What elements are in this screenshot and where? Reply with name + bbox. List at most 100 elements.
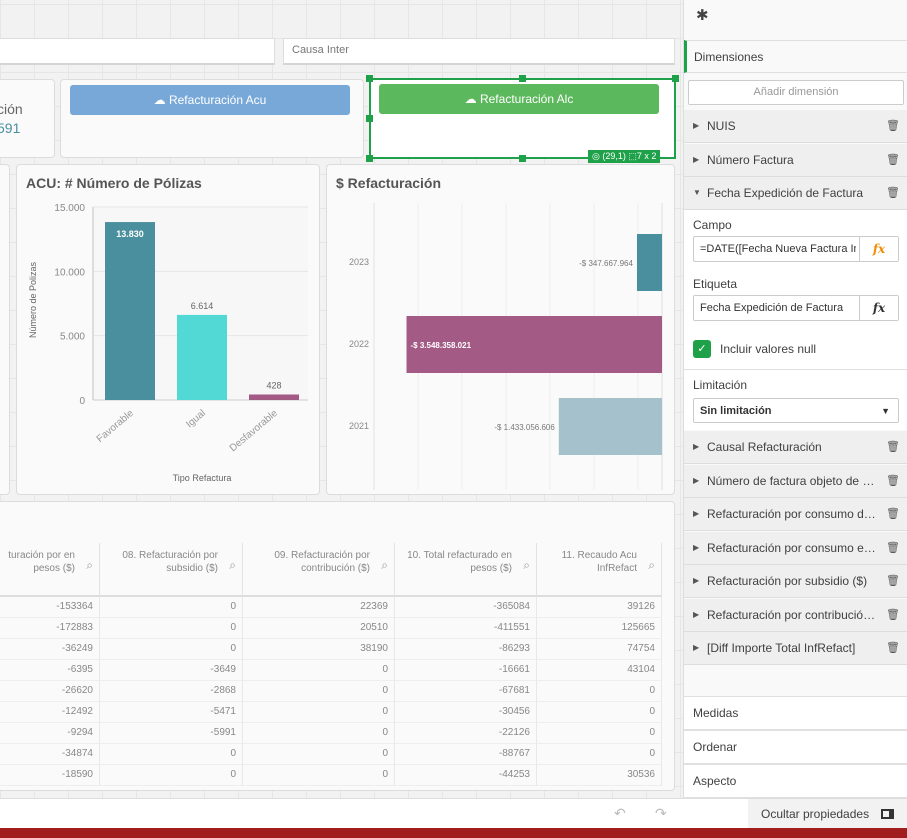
trash-icon[interactable]: 🗑 (886, 153, 900, 166)
table-cell[interactable]: 0 (100, 765, 243, 786)
dimension-item[interactable]: ▶ NUIS 🗑 (684, 110, 907, 143)
section-aspecto[interactable]: Aspecto (684, 764, 907, 798)
expression-button[interactable]: fx (859, 296, 898, 320)
resize-handle[interactable] (366, 115, 373, 122)
dimension-item[interactable]: ▶ Refacturación por subsidio ($) 🗑 (684, 565, 907, 598)
column-header[interactable]: 09. Refacturación por contribución ($) ⌕ (243, 543, 395, 597)
table-cell[interactable]: -36249 (0, 639, 100, 660)
dimension-item[interactable]: ▶ Causal Refacturación 🗑 (684, 431, 907, 464)
table-cell[interactable]: 74754 (537, 639, 662, 660)
table-cell[interactable]: -3649 (100, 660, 243, 681)
puzzle-icon[interactable]: ✱ (696, 7, 709, 24)
table-cell[interactable]: 0 (100, 618, 243, 639)
trash-icon[interactable]: 🗑 (886, 508, 900, 520)
trash-icon[interactable]: 🗑 (886, 575, 900, 587)
dimension-item[interactable]: ▶ Número de factura objeto de r… 🗑 (684, 464, 907, 498)
table-cell[interactable]: -34874 (0, 744, 100, 765)
search-icon[interactable]: ⌕ (229, 558, 236, 572)
dimension-item[interactable]: ▶ Refacturación por consumo e… 🗑 (684, 531, 907, 565)
dimension-item[interactable]: ▼ Fecha Expedición de Factura 🗑 (684, 177, 907, 210)
expression-button[interactable]: fx (859, 237, 898, 261)
table-cell[interactable]: -5991 (100, 723, 243, 744)
table-cell[interactable]: -2868 (100, 681, 243, 702)
column-header[interactable]: 10. Total refacturado en pesos ($) ⌕ (395, 543, 537, 597)
table-cell[interactable]: 38190 (243, 639, 395, 660)
section-dimensiones[interactable]: Dimensiones (684, 40, 907, 73)
trash-icon[interactable]: 🗑 (886, 441, 900, 453)
add-dimension-button[interactable]: Añadir dimensión (688, 80, 904, 105)
filter-box-left[interactable] (0, 38, 275, 65)
hide-properties-button[interactable]: Ocultar propiedades (748, 799, 907, 829)
dimension-item[interactable]: ▶ Número Factura 🗑 (684, 143, 907, 177)
button-card-alc[interactable]: ☁ Refacturación Alc (369, 78, 675, 159)
column-header[interactable]: 08. Refacturación por subsidio ($) ⌕ (100, 543, 243, 597)
table-cell[interactable]: 0 (243, 702, 395, 723)
table-cell[interactable]: 0 (243, 681, 395, 702)
table-cell[interactable]: -44253 (395, 765, 537, 786)
table-cell[interactable]: 0 (243, 744, 395, 765)
table-cell[interactable]: 0 (537, 744, 662, 765)
table-cell[interactable]: 0 (537, 702, 662, 723)
trash-icon[interactable]: 🗑 (886, 541, 900, 554)
resize-handle[interactable] (519, 75, 526, 82)
table-cell[interactable]: -6395 (0, 660, 100, 681)
table-cell[interactable]: 43104 (537, 660, 662, 681)
kpi-card[interactable]: ción 591 (0, 79, 55, 158)
dimension-item[interactable]: ▶ Refacturación por consumo d… 🗑 (684, 498, 907, 531)
table-cell[interactable]: -86293 (395, 639, 537, 660)
resize-handle[interactable] (366, 75, 373, 82)
redo-icon[interactable]: ↷ (655, 805, 667, 821)
table-cell[interactable]: -30456 (395, 702, 537, 723)
refacturacion-acu-button[interactable]: ☁ Refacturación Acu (70, 85, 350, 115)
table-cell[interactable]: -172883 (0, 618, 100, 639)
dimension-item[interactable]: ▶ [Diff Importe Total InfRefact] 🗑 (684, 632, 907, 665)
table-cell[interactable]: 20510 (243, 618, 395, 639)
table-cell[interactable]: -67681 (395, 681, 537, 702)
table-cell[interactable]: -365084 (395, 597, 537, 618)
trash-icon[interactable]: 🗑 (886, 187, 900, 199)
table-cell[interactable]: -411551 (395, 618, 537, 639)
trash-icon[interactable]: 🗑 (886, 474, 900, 487)
resize-handle[interactable] (672, 75, 679, 82)
trash-icon[interactable]: 🗑 (886, 642, 900, 654)
resize-handle[interactable] (366, 155, 373, 162)
table-cell[interactable]: 22369 (243, 597, 395, 618)
table-cell[interactable]: -22126 (395, 723, 537, 744)
search-icon[interactable]: ⌕ (648, 558, 655, 572)
undo-icon[interactable]: ↶ (614, 805, 626, 821)
limit-select[interactable]: Sin limitación ▼ (693, 398, 899, 423)
dimension-item[interactable]: ▶ Refacturación por contribució… 🗑 (684, 598, 907, 632)
table-cell[interactable]: 0 (537, 723, 662, 744)
table-cell[interactable]: 0 (100, 597, 243, 618)
section-medidas[interactable]: Medidas (684, 696, 907, 730)
table-cell[interactable]: 0 (243, 660, 395, 681)
search-icon[interactable]: ⌕ (86, 558, 93, 572)
section-ordenar[interactable]: Ordenar (684, 730, 907, 764)
column-header[interactable]: turación por en pesos ($) ⌕ (0, 543, 100, 597)
campo-input[interactable]: =DATE([Fecha Nueva Factura Inf fx (693, 236, 899, 262)
table-cell[interactable]: -88767 (395, 744, 537, 765)
table-cell[interactable]: 0 (100, 639, 243, 660)
filter-box-causa-inter[interactable]: Causa Inter (283, 38, 675, 65)
table-cell[interactable]: 30536 (537, 765, 662, 786)
table-cell[interactable]: 0 (537, 681, 662, 702)
table-cell[interactable]: -18590 (0, 765, 100, 786)
table-cell[interactable]: 39126 (537, 597, 662, 618)
refacturacion-alc-button[interactable]: ☁ Refacturación Alc (379, 84, 659, 114)
trash-icon[interactable]: 🗑 (886, 608, 900, 621)
etiqueta-input[interactable]: Fecha Expedición de Factura fx (693, 295, 899, 321)
table-cell[interactable]: 0 (243, 765, 395, 786)
resize-handle[interactable] (519, 155, 526, 162)
search-icon[interactable]: ⌕ (523, 558, 530, 572)
table-cell[interactable]: -26620 (0, 681, 100, 702)
table-cell[interactable]: 125665 (537, 618, 662, 639)
table-cell[interactable]: -12492 (0, 702, 100, 723)
table-cell[interactable]: 0 (243, 723, 395, 744)
table-cell[interactable]: -9294 (0, 723, 100, 744)
trash-icon[interactable]: 🗑 (886, 120, 900, 132)
include-null-checkbox[interactable]: ✓ (693, 340, 711, 358)
table-card[interactable] (0, 501, 675, 791)
table-cell[interactable]: -16661 (395, 660, 537, 681)
table-cell[interactable]: -153364 (0, 597, 100, 618)
search-icon[interactable]: ⌕ (381, 558, 388, 572)
